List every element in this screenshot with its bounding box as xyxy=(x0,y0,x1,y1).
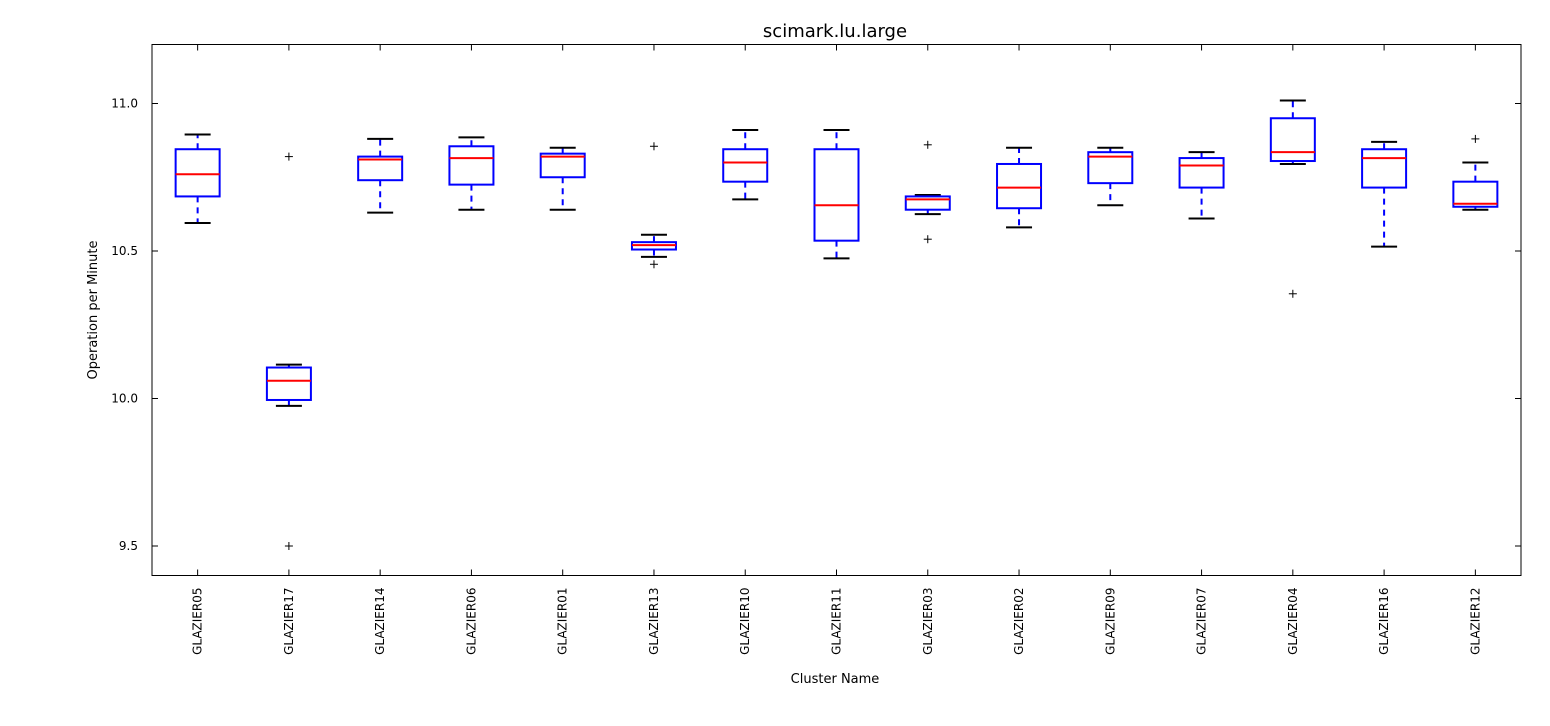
iqr-box xyxy=(1269,117,1316,163)
x-tick-label: GLAZIER02 xyxy=(1012,588,1026,655)
iqr-box xyxy=(174,148,221,198)
iqr-box xyxy=(357,155,404,182)
y-tick-label: 11.0 xyxy=(111,97,138,111)
y-tick-label: 10.0 xyxy=(111,392,138,406)
iqr-box xyxy=(265,366,312,401)
x-tick-label: GLAZIER12 xyxy=(1468,588,1482,655)
x-tick-label: GLAZIER14 xyxy=(373,588,387,655)
x-tick-label: GLAZIER13 xyxy=(647,588,661,655)
iqr-box xyxy=(1452,180,1499,208)
iqr-box xyxy=(813,148,860,242)
y-tick-label: 9.5 xyxy=(119,539,138,553)
x-tick-label: GLAZIER06 xyxy=(464,588,478,655)
x-tick-label: GLAZIER07 xyxy=(1195,588,1209,655)
x-tick-label: GLAZIER10 xyxy=(738,588,752,655)
x-tick-label: GLAZIER01 xyxy=(556,588,570,655)
x-tick-label: GLAZIER11 xyxy=(830,588,844,655)
x-tick-label: GLAZIER04 xyxy=(1286,588,1300,655)
iqr-box xyxy=(1361,148,1408,189)
plot-frame xyxy=(151,44,1522,576)
iqr-box xyxy=(996,162,1043,210)
iqr-box xyxy=(539,152,586,179)
x-tick-label: GLAZIER09 xyxy=(1103,588,1117,655)
x-tick-label: GLAZIER05 xyxy=(191,588,205,655)
y-axis-title: Operation per Minute xyxy=(86,241,101,380)
x-axis-title: Cluster Name xyxy=(791,672,880,687)
iqr-box xyxy=(722,148,769,183)
y-tick-label: 10.5 xyxy=(111,244,138,258)
x-tick-label: GLAZIER03 xyxy=(921,588,935,655)
chart-title: scimark.lu.large xyxy=(763,21,907,42)
plot-area: 9.5 10.0 10.5 11.0 GLAZIER05 GLAZIER17 GLAZIER… xyxy=(111,44,1521,655)
iqr-box xyxy=(1178,157,1225,189)
x-tick-label: GLAZIER16 xyxy=(1377,588,1391,655)
iqr-box xyxy=(448,145,495,186)
x-tick-label: GLAZIER17 xyxy=(282,588,296,655)
